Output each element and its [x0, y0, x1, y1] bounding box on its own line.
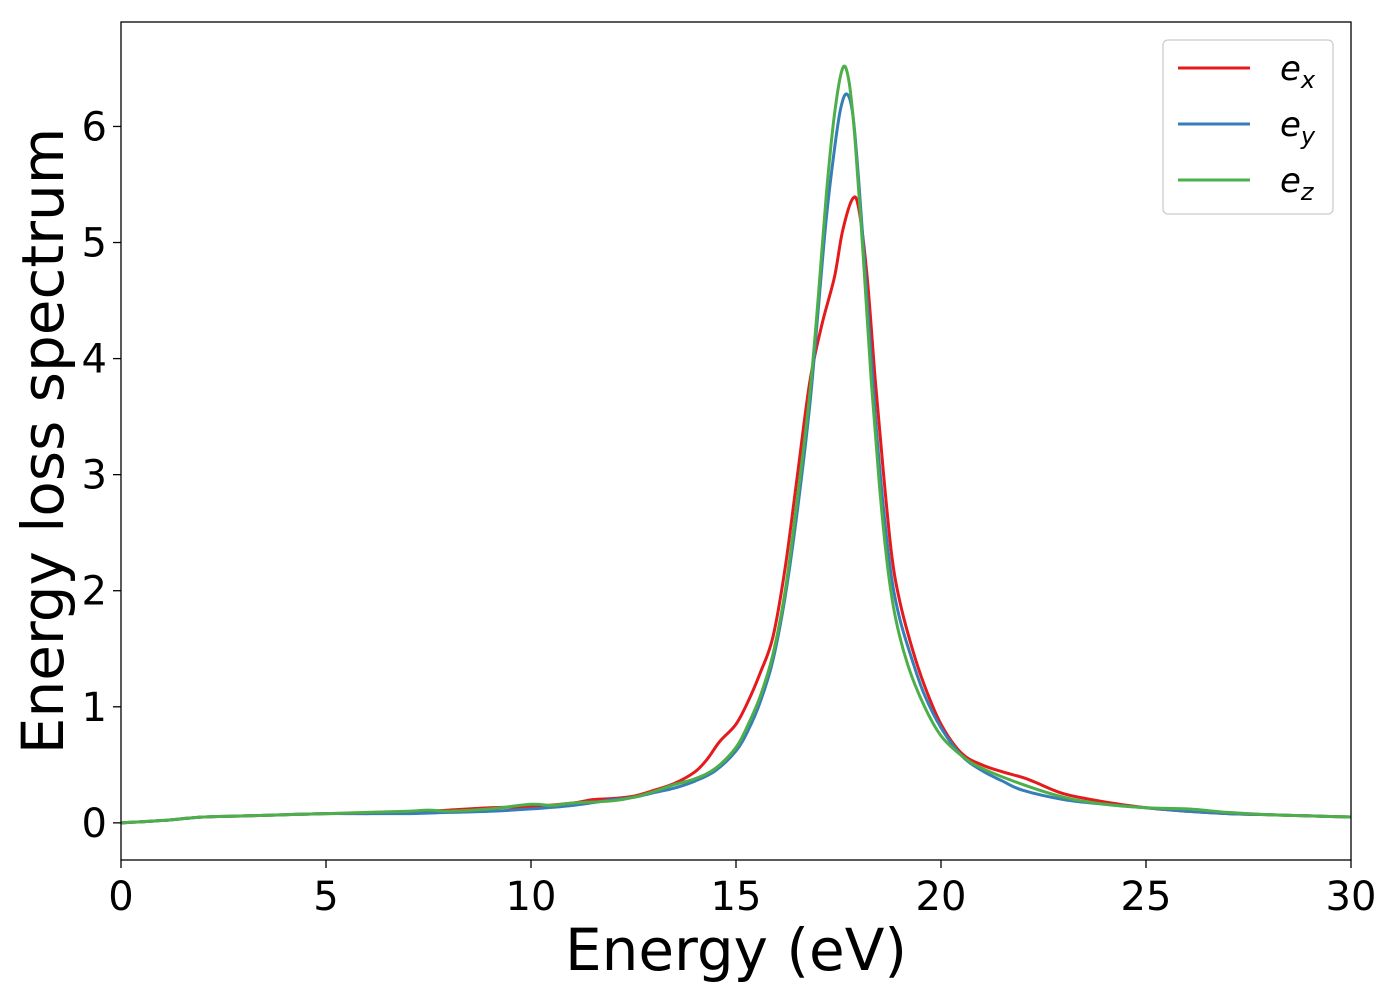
y-tick-label: 4 — [82, 337, 107, 383]
y-tick-label: 0 — [82, 801, 107, 847]
x-tick-label: 20 — [916, 874, 967, 920]
axis-ticks: 0 5 10 15 20 25 30 0 1 2 3 4 5 6 — [82, 104, 1377, 920]
y-tick-label: 6 — [82, 104, 107, 150]
legend-frame — [1162, 39, 1334, 215]
y-tick-label: 1 — [82, 685, 107, 731]
x-tick-label: 30 — [1326, 874, 1377, 920]
x-tick-label: 25 — [1121, 874, 1172, 920]
x-tick-label: 15 — [711, 874, 762, 920]
x-tick-label: 10 — [506, 874, 557, 920]
y-tick-label: 5 — [82, 221, 107, 267]
y-tick-label: 2 — [82, 569, 107, 615]
series-line-z — [121, 64, 1351, 825]
x-tick-label: 0 — [108, 874, 133, 920]
x-axis-label: Energy (eV) — [565, 916, 907, 984]
plot-area-frame — [120, 21, 1352, 861]
y-tick-label: 3 — [82, 453, 107, 499]
x-tick-label: 5 — [313, 874, 338, 920]
series-layer — [121, 64, 1351, 825]
y-axis-label: Energy loss spectrum — [9, 128, 77, 754]
